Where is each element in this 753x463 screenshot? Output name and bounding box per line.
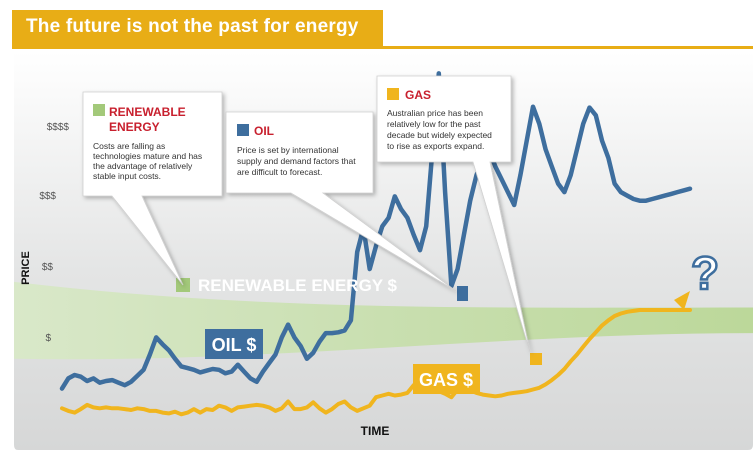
oil-callout [225, 111, 457, 292]
oil-callout-line-3: are difficult to forecast. [237, 167, 322, 177]
renewable-energy-band [14, 281, 753, 360]
y-tick-3: $$$ [39, 191, 56, 202]
oil-callout-line-1: Price is set by international [237, 145, 339, 155]
gas-callout-swatch [387, 88, 399, 100]
gas-callout-line-2: relatively low for the past [387, 119, 481, 129]
y-tick-4: $$$$ [47, 122, 70, 133]
renewable-callout-title-1: RENEWABLE [109, 105, 186, 119]
gas-series-label-box [413, 364, 480, 394]
question-mark: ? [691, 247, 719, 299]
renewable-band-label: RENEWABLE ENERGY $ [198, 276, 398, 295]
gas-callout-title: GAS [405, 88, 431, 102]
gas-callout [376, 75, 531, 353]
oil-callout-swatch [237, 124, 249, 136]
renewable-callout [82, 91, 223, 286]
y-axis-label: PRICE [20, 251, 32, 285]
gas-callout-line-4: to rise as exports expand. [387, 141, 484, 151]
gas-callout-line-3: decade but widely expected [387, 130, 492, 140]
x-axis-label: TIME [361, 424, 390, 438]
oil-series-line [59, 71, 693, 391]
title-rule [12, 46, 753, 49]
renewable-callout-title-2: ENERGY [109, 120, 160, 134]
gas-arrow-head [674, 291, 690, 310]
oil-series-label-box [205, 329, 263, 359]
y-tick-1: $ [45, 333, 51, 344]
gas-series-label: GAS $ [419, 370, 473, 390]
y-tick-2: $$ [42, 262, 54, 273]
renewable-callout-swatch [93, 104, 105, 116]
oil-callout-line-2: supply and demand factors that [237, 156, 356, 166]
series-layer [59, 71, 693, 417]
renewable-callout-line-3: the advantage of relatively [93, 161, 193, 171]
oil-callout-marker [457, 286, 468, 301]
renewable-callout-line-1: Costs are falling as [93, 141, 165, 151]
renewable-callout-line-2: technologies mature and has [93, 151, 202, 161]
gas-series-line [60, 308, 692, 417]
gas-callout-marker [530, 353, 542, 365]
renewable-callout-line-4: stable input costs. [93, 171, 161, 181]
header-bar: The future is not the past for energy [0, 0, 753, 52]
oil-callout-title: OIL [254, 124, 274, 138]
gas-callout-line-1: Australian price has been [387, 108, 483, 118]
title-band: The future is not the past for energy [12, 10, 383, 47]
oil-series-label: OIL $ [212, 335, 257, 355]
chart-title: The future is not the past for energy [26, 16, 359, 37]
